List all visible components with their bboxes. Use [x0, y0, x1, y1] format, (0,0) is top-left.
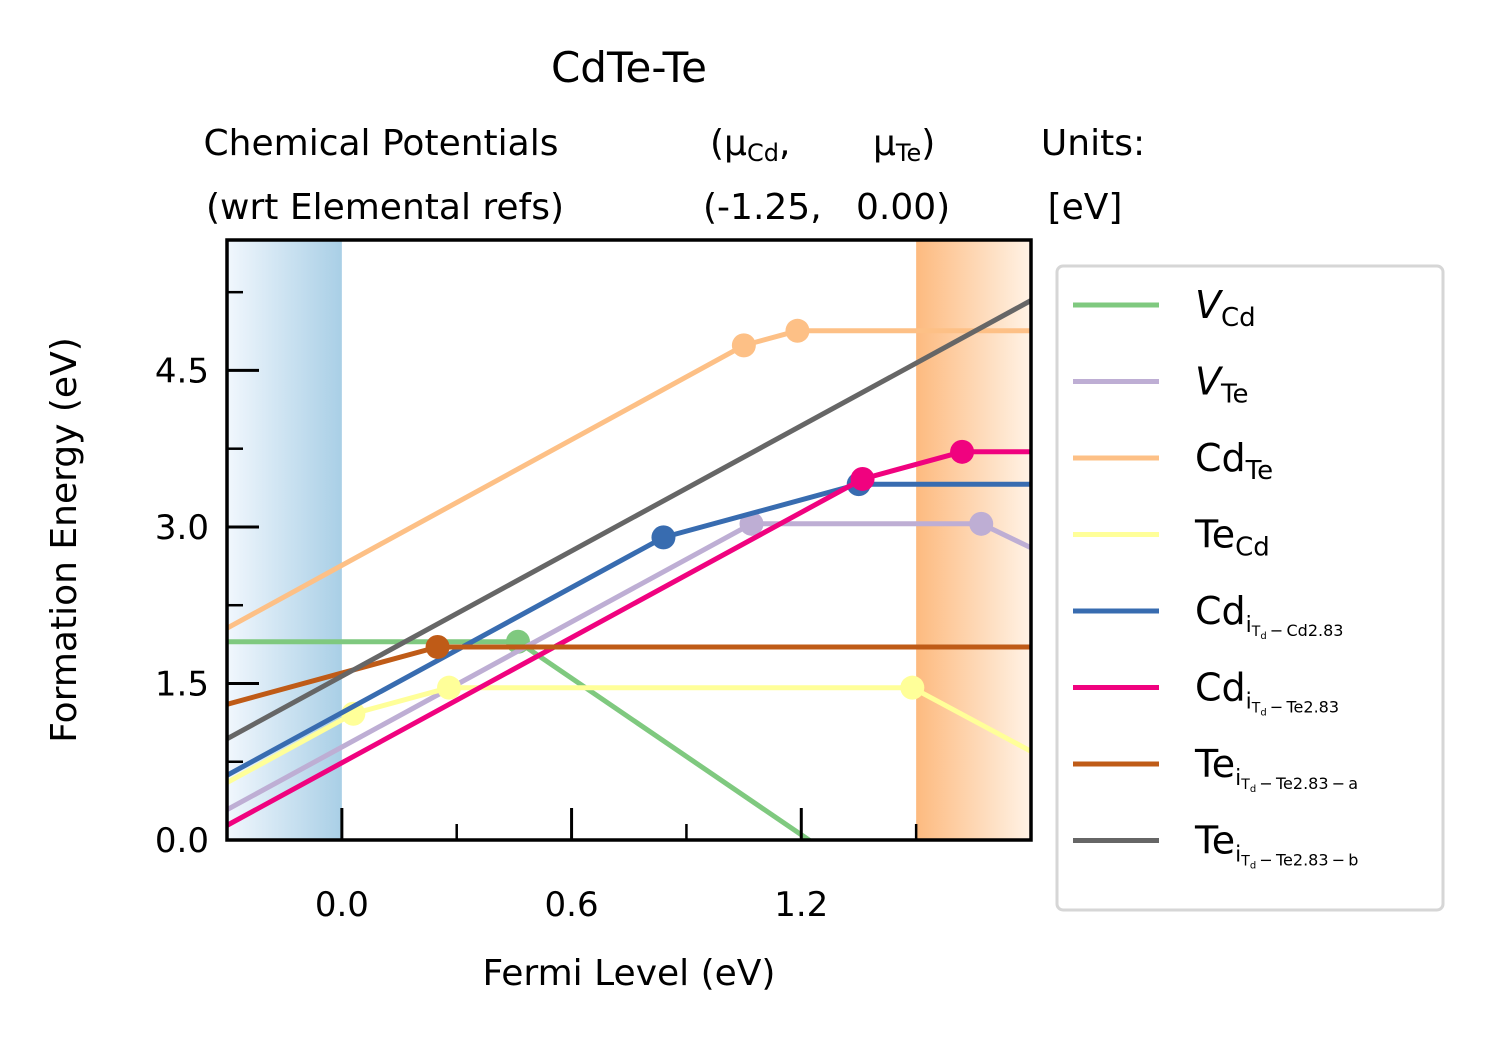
- y-tick-label: 0.0: [155, 821, 209, 861]
- x-axis-label: Fermi Level (eV): [483, 953, 776, 994]
- series-2-transition-point-0: [731, 333, 756, 358]
- x-tick-label: 0.6: [545, 885, 599, 925]
- y-tick-label: 3.0: [155, 508, 209, 548]
- series-5-transition-point-1: [950, 439, 975, 464]
- series-line-4: [227, 481, 1031, 778]
- subtitle-units-value: [eV]: [1048, 187, 1123, 228]
- series-line-3: [227, 685, 1031, 785]
- series-line-7: [227, 298, 1031, 741]
- legend-entry-2: CdTe: [1195, 436, 1273, 486]
- legend-entry-6: TeiTd − Te2.83 − a: [1194, 742, 1358, 795]
- legend-entry-3: TeCd: [1194, 513, 1270, 563]
- subtitle-label-line2: (wrt Elemental refs): [206, 187, 564, 228]
- series-line-5: [227, 449, 1031, 828]
- series-5-transition-point-0: [850, 466, 875, 491]
- series-1-transition-point-1: [969, 511, 994, 536]
- subtitle-mu-te-value: 0.00): [856, 187, 950, 228]
- series-6-transition-point-0: [425, 634, 450, 659]
- y-tick-label: 1.5: [155, 664, 209, 704]
- y-axis-label: Formation Energy (eV): [44, 337, 85, 743]
- subtitle-label-line1: Chemical Potentials: [204, 123, 559, 164]
- series-3-transition-point-1: [437, 675, 462, 700]
- legend-entry-7: TeiTd − Te2.83 − b: [1194, 819, 1358, 872]
- legend-entry-1: VTe: [1195, 360, 1248, 410]
- series-line-2: [227, 328, 1031, 631]
- subtitle-units: Units:: [1041, 123, 1145, 164]
- legend: VCd VTe CdTe TeCd CdiTd − Cd2.83 CdiTd − Te2.…: [1055, 264, 1445, 912]
- series-1-transition-point-0: [739, 511, 764, 536]
- legend-frame: [1055, 264, 1445, 912]
- vbm-band: [227, 240, 342, 840]
- plot-area: 0.0 0.6 1.2 0.0 1.5 3.0 4.5: [155, 238, 1033, 925]
- legend-entry-4: CdiTd − Cd2.83: [1195, 589, 1343, 642]
- series-4-transition-point-0: [651, 525, 676, 550]
- plot-frame: [225, 238, 1033, 842]
- series-3-transition-point-2: [900, 675, 925, 700]
- x-tick-label: 0.0: [315, 885, 369, 925]
- x-tick-label: 1.2: [774, 885, 828, 925]
- chart-title: CdTe-Te: [551, 43, 707, 92]
- subtitle-mu-te: μTe): [873, 123, 935, 167]
- y-tick-label: 4.5: [155, 351, 209, 391]
- series-2-transition-point-1: [785, 318, 810, 343]
- subtitle-mu-cd-value: (-1.25,: [703, 187, 822, 228]
- legend-entry-0: VCd: [1195, 283, 1256, 333]
- series-line-1: [227, 521, 1031, 812]
- subtitle-mu-cd: (μCd,: [710, 123, 790, 167]
- legend-entry-5: CdiTd − Te2.83: [1195, 666, 1339, 719]
